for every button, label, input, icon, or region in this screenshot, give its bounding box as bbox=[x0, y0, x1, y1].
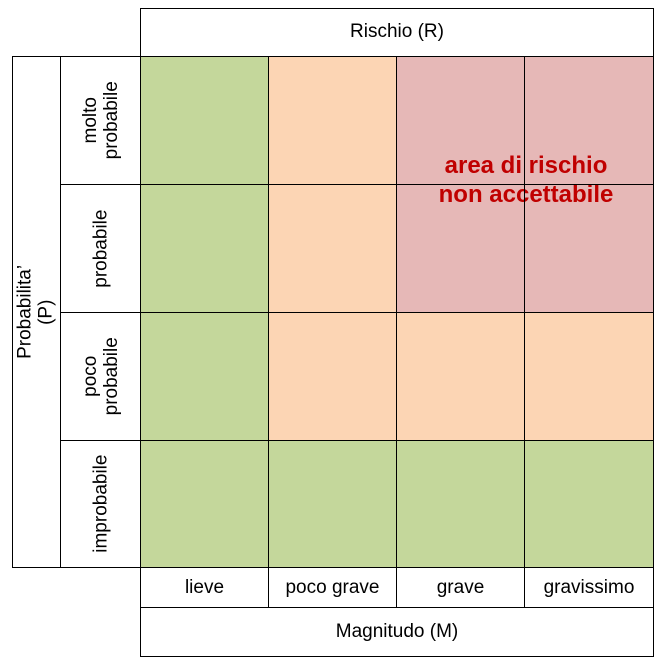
gridline-h-row-1 bbox=[60, 184, 654, 185]
row-label-cell-1: molto probabile bbox=[61, 57, 141, 184]
matrix-cell-r1-c4 bbox=[525, 57, 653, 184]
row-label-cell-4: improbabile bbox=[61, 441, 141, 567]
y-axis-title-cell: Probabilita’ (P) bbox=[12, 57, 60, 567]
matrix-cell-r3-c1 bbox=[141, 313, 268, 440]
gridline-h-row-3 bbox=[60, 440, 654, 441]
gridline-v-matrix-left bbox=[140, 8, 141, 657]
row-label-molto-probabile: molto probabile bbox=[79, 81, 122, 160]
title-cell: Rischio (R) bbox=[141, 8, 653, 56]
row-label-cell-2: probabile bbox=[61, 185, 141, 312]
gridline-v-col-3 bbox=[524, 56, 525, 608]
matrix-cell-r3-c3 bbox=[397, 313, 524, 440]
gridline-h-header-bottom bbox=[12, 56, 654, 57]
column-label-poco-grave: poco grave bbox=[285, 576, 380, 598]
column-label-lieve: lieve bbox=[184, 576, 225, 598]
column-label-cell-poco-grave: poco grave bbox=[269, 568, 396, 607]
gridline-h-row-2 bbox=[60, 312, 654, 313]
risk-area-label: area di rischio non accettabile bbox=[438, 152, 614, 208]
gridline-v-outer-right bbox=[653, 8, 654, 657]
title-text: Rischio (R) bbox=[350, 21, 444, 43]
row-label-cell-3: poco probabile bbox=[61, 313, 141, 440]
matrix-cell-r1-c2 bbox=[269, 57, 396, 184]
matrix-cell-r4-c4 bbox=[525, 441, 653, 567]
row-label-poco-probabile: poco probabile bbox=[79, 337, 122, 416]
matrix-cell-r2-c2 bbox=[269, 185, 396, 312]
matrix-cell-r3-c4 bbox=[525, 313, 653, 440]
x-axis-title-cell: Magnitudo (M) bbox=[141, 608, 653, 656]
column-label-cell-grave: grave bbox=[397, 568, 524, 607]
matrix-cell-r2-c4 bbox=[525, 185, 653, 312]
matrix-cell-r4-c2 bbox=[269, 441, 396, 567]
row-label-probabile: probabile bbox=[90, 209, 112, 288]
matrix-cell-r2-c3 bbox=[397, 185, 524, 312]
x-axis-title: Magnitudo (M) bbox=[335, 621, 459, 643]
matrix-cell-r4-c1 bbox=[141, 441, 268, 567]
gridline-h-matrix-bottom bbox=[12, 567, 654, 568]
column-label-cell-lieve: lieve bbox=[141, 568, 268, 607]
gridline-h-bottom bbox=[140, 656, 654, 657]
matrix-cell-r1-c3 bbox=[397, 57, 524, 184]
gridline-v-outer-left bbox=[12, 56, 13, 568]
gridline-h-top bbox=[140, 8, 654, 9]
matrix-cell-r2-c1 bbox=[141, 185, 268, 312]
gridline-v-col-1 bbox=[268, 56, 269, 608]
gridline-v-col-2 bbox=[396, 56, 397, 608]
matrix-cell-r3-c2 bbox=[269, 313, 396, 440]
column-label-cell-gravissimo: gravissimo bbox=[525, 568, 653, 607]
gridline-h-column-labels-bottom bbox=[140, 607, 654, 608]
matrix-cell-r4-c3 bbox=[397, 441, 524, 567]
row-label-improbabile: improbabile bbox=[90, 454, 112, 554]
matrix-cell-r1-c1 bbox=[141, 57, 268, 184]
column-label-grave: grave bbox=[436, 576, 485, 598]
y-axis-title: Probabilita’ (P) bbox=[14, 264, 58, 359]
column-label-gravissimo: gravissimo bbox=[543, 576, 635, 598]
